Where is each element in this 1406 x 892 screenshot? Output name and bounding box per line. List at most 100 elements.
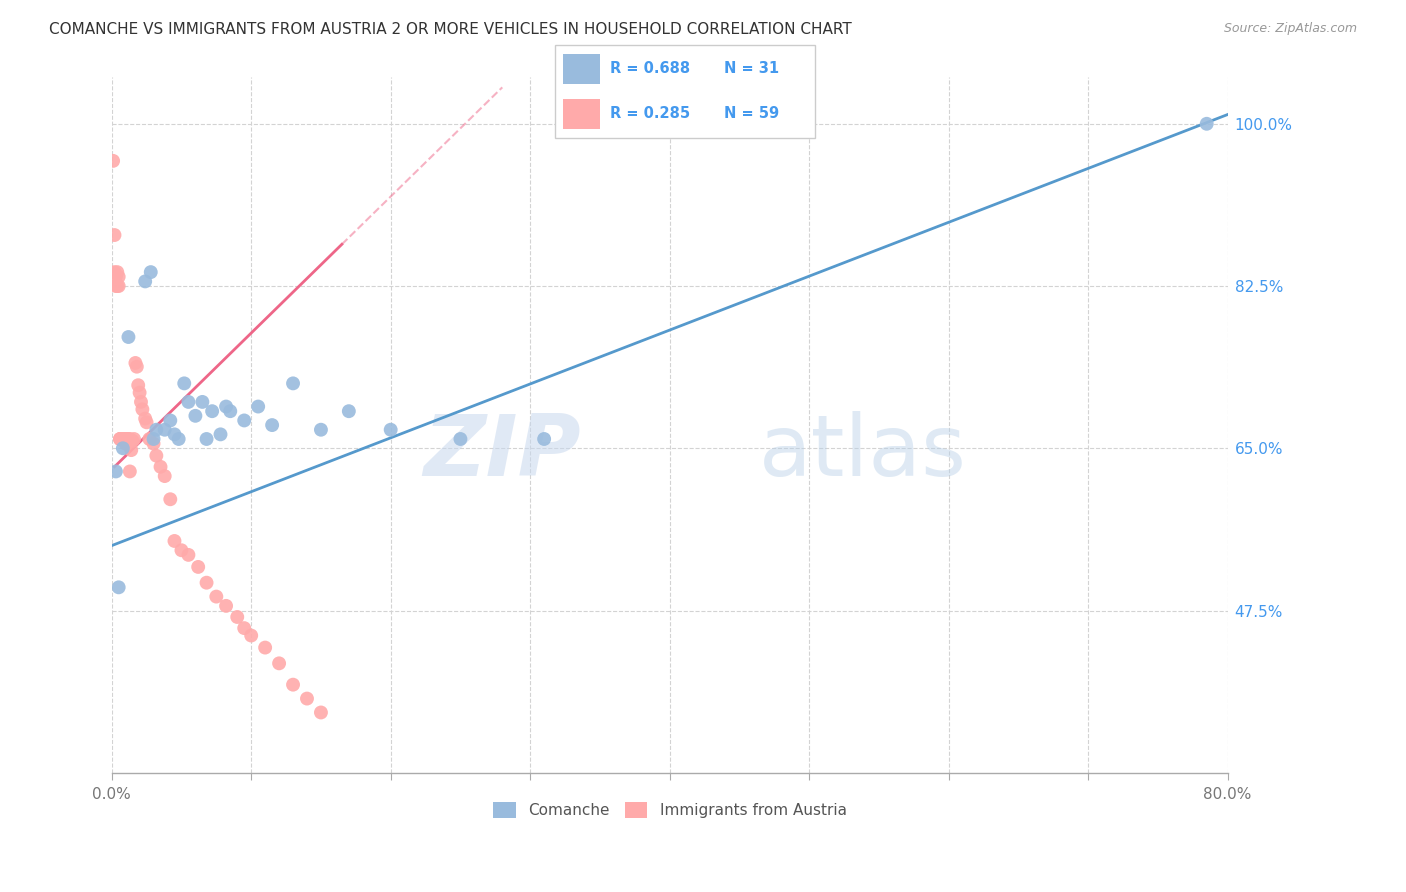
Text: R = 0.688: R = 0.688 — [610, 62, 690, 77]
Point — [187, 560, 209, 574]
Point — [309, 423, 332, 437]
Point — [112, 432, 135, 446]
Point — [125, 359, 148, 374]
Point — [112, 432, 135, 446]
Point — [309, 706, 332, 720]
Text: Source: ZipAtlas.com: Source: ZipAtlas.com — [1223, 22, 1357, 36]
Point — [145, 449, 167, 463]
Text: R = 0.285: R = 0.285 — [610, 106, 690, 121]
Point — [269, 657, 291, 671]
Point — [131, 402, 153, 417]
Point — [120, 443, 142, 458]
Point — [107, 269, 129, 284]
Point — [281, 376, 304, 391]
Point — [104, 465, 127, 479]
Point — [149, 459, 172, 474]
Bar — [564, 54, 599, 84]
Point — [107, 580, 129, 594]
Point — [117, 330, 139, 344]
Point — [139, 265, 162, 279]
Point — [105, 279, 128, 293]
Point — [104, 269, 127, 284]
Point — [142, 436, 165, 450]
Point — [108, 432, 131, 446]
Point — [153, 469, 176, 483]
Point — [105, 265, 128, 279]
Point — [219, 404, 242, 418]
Point — [101, 153, 124, 168]
Point — [191, 395, 214, 409]
Point — [129, 395, 152, 409]
Point — [226, 610, 249, 624]
Point — [134, 411, 156, 425]
Point — [281, 678, 304, 692]
Point — [111, 432, 134, 446]
Point — [145, 423, 167, 437]
Point — [110, 432, 132, 446]
Point — [159, 413, 181, 427]
Point — [240, 628, 263, 642]
Point — [104, 279, 127, 293]
Point — [337, 404, 360, 418]
Point — [205, 590, 228, 604]
Point — [114, 436, 136, 450]
Bar — [564, 99, 599, 129]
Point — [449, 432, 471, 446]
Point — [177, 548, 200, 562]
Legend: Comanche, Immigrants from Austria: Comanche, Immigrants from Austria — [486, 796, 853, 824]
Text: N = 31: N = 31 — [724, 62, 779, 77]
Point — [153, 423, 176, 437]
Point — [118, 432, 141, 446]
Point — [111, 432, 134, 446]
Point — [177, 395, 200, 409]
Point — [184, 409, 207, 423]
Text: ZIP: ZIP — [423, 411, 581, 494]
Point — [117, 434, 139, 448]
Point — [215, 599, 238, 613]
Point — [138, 432, 160, 446]
Point — [108, 432, 131, 446]
Point — [195, 575, 218, 590]
Point — [233, 413, 256, 427]
Text: COMANCHE VS IMMIGRANTS FROM AUSTRIA 2 OR MORE VEHICLES IN HOUSEHOLD CORRELATION : COMANCHE VS IMMIGRANTS FROM AUSTRIA 2 OR… — [49, 22, 852, 37]
Point — [233, 621, 256, 635]
Point — [115, 436, 138, 450]
Point — [247, 400, 270, 414]
Point — [215, 400, 238, 414]
Point — [201, 404, 224, 418]
Point — [295, 691, 318, 706]
Point — [111, 442, 134, 456]
FancyBboxPatch shape — [555, 45, 815, 138]
Point — [115, 432, 138, 446]
Point — [128, 385, 150, 400]
Point — [173, 376, 195, 391]
Point — [117, 432, 139, 446]
Point — [114, 432, 136, 446]
Point — [107, 279, 129, 293]
Point — [380, 423, 402, 437]
Point — [533, 432, 555, 446]
Point — [254, 640, 277, 655]
Point — [1195, 117, 1218, 131]
Point — [103, 265, 125, 279]
Text: atlas: atlas — [759, 411, 967, 494]
Point — [110, 432, 132, 446]
Point — [167, 432, 190, 446]
Point — [262, 418, 284, 433]
Point — [124, 356, 146, 370]
Point — [118, 465, 141, 479]
Point — [127, 378, 149, 392]
Point — [134, 274, 156, 288]
Point — [122, 432, 145, 446]
Point — [114, 432, 136, 446]
Point — [170, 543, 193, 558]
Point — [163, 533, 186, 548]
Text: N = 59: N = 59 — [724, 106, 779, 121]
Point — [195, 432, 218, 446]
Point — [121, 434, 143, 448]
Point — [103, 227, 125, 242]
Point — [135, 415, 157, 429]
Point — [163, 427, 186, 442]
Point — [209, 427, 232, 442]
Point — [108, 432, 131, 446]
